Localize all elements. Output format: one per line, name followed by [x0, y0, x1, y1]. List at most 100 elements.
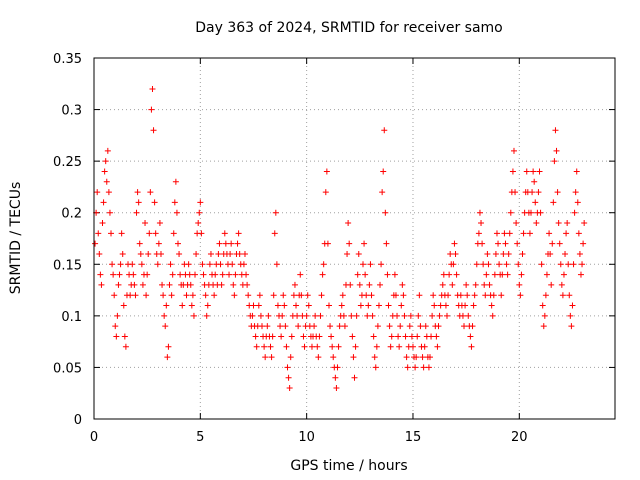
data-point: [272, 209, 279, 216]
data-point: [300, 333, 307, 340]
data-point: [176, 250, 183, 257]
data-point: [575, 230, 582, 237]
data-point: [117, 261, 124, 268]
data-point: [288, 333, 295, 340]
data-point: [273, 261, 280, 268]
data-point: [119, 250, 126, 257]
data-point: [230, 281, 237, 288]
data-point: [501, 230, 508, 237]
data-point: [490, 292, 497, 299]
data-point: [526, 230, 533, 237]
data-point: [407, 312, 414, 319]
data-point: [116, 271, 123, 278]
data-point: [236, 250, 243, 257]
data-point: [350, 354, 357, 361]
data-point: [108, 230, 115, 237]
y-axis-title: SRMTID / TECUs: [8, 182, 24, 295]
data-point: [327, 323, 334, 330]
data-point: [305, 302, 312, 309]
data-point: [483, 271, 490, 278]
data-point: [235, 230, 242, 237]
data-point: [222, 240, 229, 247]
data-point: [414, 333, 421, 340]
data-point: [318, 292, 325, 299]
chart-title: Day 363 of 2024, SRMTID for receiver sam…: [195, 20, 503, 36]
data-point: [207, 250, 214, 257]
data-point: [325, 302, 332, 309]
data-point: [374, 323, 381, 330]
data-point: [400, 292, 407, 299]
data-point: [185, 261, 192, 268]
data-point: [274, 302, 281, 309]
data-point: [265, 312, 272, 319]
data-point: [172, 178, 179, 185]
data-point: [395, 333, 402, 340]
data-point: [106, 209, 113, 216]
data-point: [542, 292, 549, 299]
data-point: [452, 250, 459, 257]
data-point: [533, 220, 540, 227]
data-point: [206, 261, 213, 268]
data-point: [507, 209, 514, 216]
data-point: [442, 302, 449, 309]
data-point: [154, 261, 161, 268]
data-point: [563, 230, 570, 237]
data-point: [164, 354, 171, 361]
data-point: [122, 343, 129, 350]
data-point: [574, 199, 581, 206]
data-point: [469, 323, 476, 330]
data-point: [372, 364, 379, 371]
data-point: [314, 343, 321, 350]
data-point: [489, 312, 496, 319]
data-point: [319, 271, 326, 278]
data-point: [345, 220, 352, 227]
y-tick-label: 0.15: [53, 258, 82, 273]
data-point: [465, 312, 472, 319]
y-tick-label: 0.35: [53, 52, 82, 67]
data-point: [328, 333, 335, 340]
data-point: [450, 261, 457, 268]
data-point: [504, 271, 511, 278]
data-point: [264, 323, 271, 330]
data-point: [197, 199, 204, 206]
data-point: [287, 354, 294, 361]
data-point: [573, 168, 580, 175]
data-point: [548, 281, 555, 288]
data-point: [380, 168, 387, 175]
data-point: [488, 302, 495, 309]
data-point: [404, 364, 411, 371]
data-point: [552, 127, 559, 134]
data-point: [387, 343, 394, 350]
data-point: [572, 189, 579, 196]
data-point: [568, 323, 575, 330]
data-point: [127, 292, 134, 299]
grid-lines: [94, 58, 615, 419]
data-point: [130, 271, 137, 278]
data-point: [365, 302, 372, 309]
data-point: [193, 250, 200, 257]
data-point: [464, 292, 471, 299]
data-point: [459, 312, 466, 319]
data-point: [215, 250, 222, 257]
data-point: [565, 261, 572, 268]
data-point: [546, 230, 553, 237]
data-point: [212, 271, 219, 278]
data-point: [566, 292, 573, 299]
data-point: [170, 230, 177, 237]
data-point: [284, 364, 291, 371]
data-point: [557, 261, 564, 268]
data-point: [576, 250, 583, 257]
data-point: [159, 281, 166, 288]
data-point: [357, 302, 364, 309]
data-point: [495, 240, 502, 247]
data-point: [146, 230, 153, 237]
data-point: [384, 271, 391, 278]
data-point: [120, 302, 127, 309]
data-point: [453, 271, 460, 278]
data-point: [535, 189, 542, 196]
data-point: [100, 199, 107, 206]
data-point: [467, 333, 474, 340]
data-point: [486, 281, 493, 288]
data-point: [581, 220, 588, 227]
data-point: [356, 281, 363, 288]
